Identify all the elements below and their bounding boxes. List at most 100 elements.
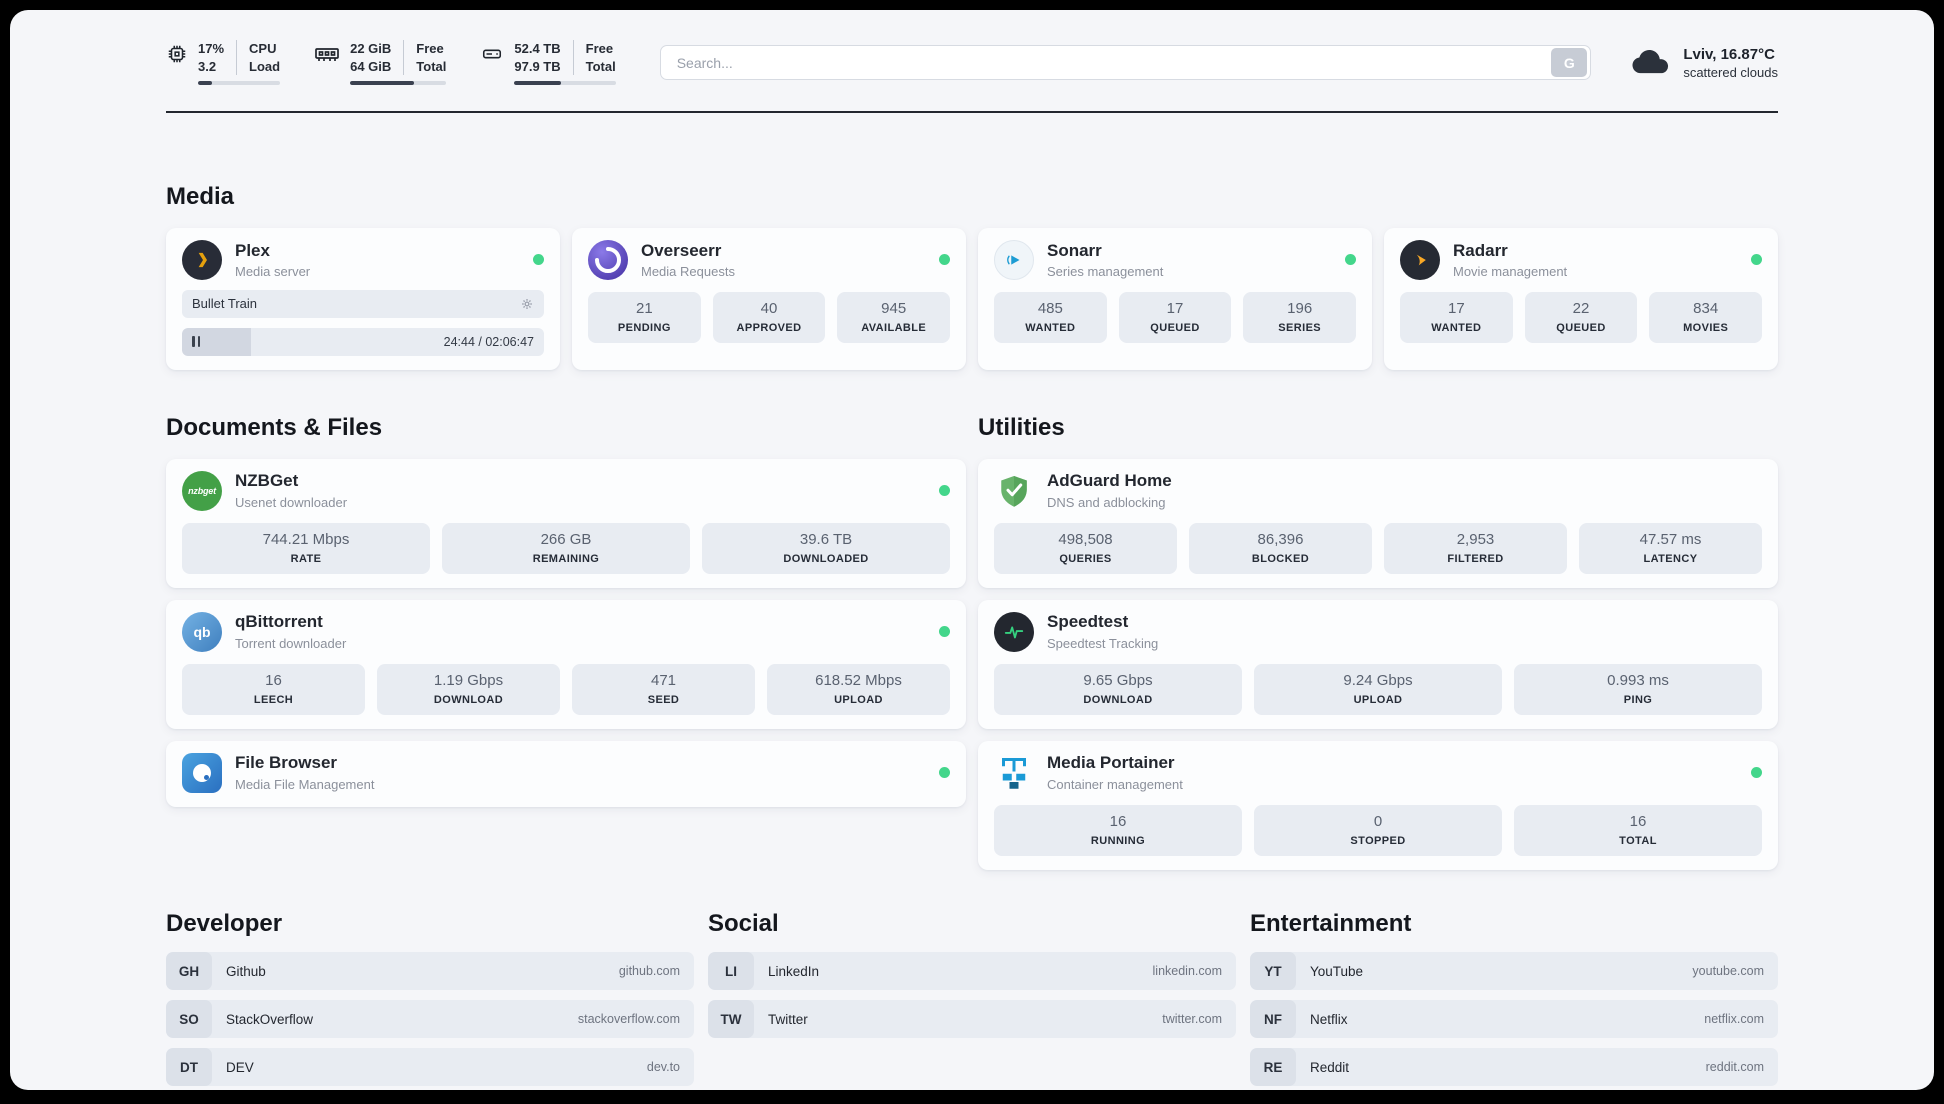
app-subtitle: DNS and adblocking [1047, 494, 1166, 510]
link-name: Twitter [768, 1011, 808, 1027]
stat-rate: 744.21 Mbps RATE [182, 522, 430, 574]
link-github[interactable]: GH Github github.com [166, 952, 694, 991]
plex-icon [182, 239, 222, 280]
weather-condition: scattered clouds [1683, 64, 1778, 80]
app-card-overseerr[interactable]: Overseerr Media Requests 21 PENDING 40 APP… [572, 227, 966, 370]
app-subtitle: Media Requests [641, 264, 735, 280]
app-name: Overseerr [641, 240, 722, 260]
status-dot [939, 767, 950, 779]
link-url: linkedin.com [1152, 964, 1222, 979]
stat-stopped: 0 STOPPED [1254, 804, 1502, 856]
documents-column: Documents & Files nzbget NZBGet Usenet d… [166, 370, 966, 807]
app-subtitle: Torrent downloader [235, 635, 347, 651]
sonarr-icon [994, 239, 1034, 280]
dev-icon: DT [166, 1048, 212, 1087]
stat-pending: 21 PENDING [588, 291, 701, 343]
app-card-radarr[interactable]: Radarr Movie management 17 WANTED 22 QUEUE… [1384, 227, 1778, 370]
stat-latency: 47.57 ms LATENCY [1579, 522, 1762, 574]
resource-monitors: 17% 3.2 CPU Load [166, 40, 616, 86]
stat-downloaded: 39.6 TB DOWNLOADED [702, 522, 950, 574]
app-name: Speedtest [1047, 612, 1129, 632]
link-youtube[interactable]: YT YouTube youtube.com [1250, 952, 1778, 991]
stat-download: 9.65 Gbps DOWNLOAD [994, 663, 1242, 715]
app-subtitle: Speedtest Tracking [1047, 635, 1159, 651]
status-dot [939, 485, 950, 497]
cpu-icon [166, 43, 188, 65]
app-name: Radarr [1453, 240, 1508, 260]
utilities-column: Utilities AdGuard Home D [978, 370, 1778, 870]
radarr-icon [1400, 239, 1440, 280]
stat-running: 16 RUNNING [994, 804, 1242, 856]
ram-monitor: 22 GiB 64 GiB Free Total [314, 40, 447, 86]
disk-label: Free [585, 41, 614, 56]
search-engine-button[interactable]: G [1551, 48, 1588, 78]
link-url: twitter.com [1162, 1012, 1222, 1027]
overseerr-icon [588, 239, 628, 280]
link-twitter[interactable]: TW Twitter twitter.com [708, 1000, 1236, 1039]
app-card-adguard[interactable]: AdGuard Home DNS and adblocking 498,508 Q… [978, 458, 1778, 588]
cpu-load-value: 3.2 [198, 58, 217, 74]
stat-approved: 40 APPROVED [712, 291, 826, 343]
pause-icon[interactable] [192, 336, 200, 348]
stat-blocked: 86,396 BLOCKED [1189, 522, 1372, 574]
dashboard-panel: 17% 3.2 CPU Load [10, 10, 1934, 1090]
developer-column: Developer GH Github github.com SO StackO… [166, 910, 694, 1090]
app-card-portainer[interactable]: Media Portainer Container management 16 R… [978, 740, 1778, 870]
link-name: LinkedIn [768, 963, 820, 979]
search-input[interactable] [674, 53, 1552, 72]
stat-filtered: 2,953 FILTERED [1384, 522, 1567, 574]
link-url: dev.to [646, 1060, 680, 1075]
link-name: Github [226, 963, 266, 979]
section-title-media: Media [166, 183, 235, 211]
speedtest-icon [994, 611, 1034, 652]
disk-icon [480, 43, 504, 65]
link-name: Netflix [1310, 1011, 1348, 1027]
link-name: StackOverflow [226, 1011, 314, 1027]
app-subtitle: Container management [1047, 776, 1183, 792]
stat-leech: 16 LEECH [182, 663, 365, 715]
app-card-plex[interactable]: Plex Media server Bullet Train 24:44 / 0… [166, 227, 560, 370]
app-subtitle: Usenet downloader [235, 494, 348, 510]
app-card-sonarr[interactable]: Sonarr Series management 485 WANTED 17 QUE… [978, 227, 1372, 370]
netflix-icon: NF [1250, 1000, 1296, 1039]
status-dot [1345, 254, 1356, 266]
ram-total-value: 64 GiB [350, 58, 392, 74]
qbittorrent-icon: qb [182, 611, 222, 652]
app-name: File Browser [235, 753, 338, 773]
stat-wanted: 17 WANTED [1400, 291, 1513, 343]
section-title-utilities: Utilities [978, 413, 1065, 441]
stat-total: 16 TOTAL [1514, 804, 1762, 856]
app-subtitle: Media File Management [235, 776, 375, 792]
link-netflix[interactable]: NF Netflix netflix.com [1250, 1000, 1778, 1039]
link-reddit[interactable]: RE Reddit reddit.com [1250, 1048, 1778, 1087]
now-playing-title: Bullet Train [192, 296, 258, 312]
app-card-speedtest[interactable]: Speedtest Speedtest Tracking 9.65 Gbps DO… [978, 599, 1778, 729]
link-dev[interactable]: DT DEV dev.to [166, 1048, 694, 1087]
cpu-label-2: Load [249, 58, 281, 74]
gear-icon[interactable] [520, 297, 534, 311]
link-url: youtube.com [1692, 964, 1764, 979]
filebrowser-icon [182, 752, 222, 793]
stackoverflow-icon: SO [166, 1000, 212, 1039]
weather-location: Lviv, 16.87°C [1683, 45, 1775, 63]
app-subtitle: Media server [235, 264, 311, 280]
section-title-documents: Documents & Files [166, 413, 383, 441]
link-url: reddit.com [1705, 1060, 1764, 1075]
status-dot [939, 626, 950, 638]
ram-icon [314, 43, 340, 65]
twitter-icon: TW [708, 1000, 754, 1039]
disk-progress-bar [514, 81, 616, 86]
app-card-nzbget[interactable]: nzbget NZBGet Usenet downloader 744.21 M… [166, 458, 966, 588]
link-stackoverflow[interactable]: SO StackOverflow stackoverflow.com [166, 1000, 694, 1039]
plex-progress-row: 24:44 / 02:06:47 [182, 327, 544, 356]
cpu-usage-value: 17% [198, 41, 225, 56]
stat-queued: 22 QUEUED [1524, 291, 1638, 343]
stat-ping: 0.993 ms PING [1514, 663, 1762, 715]
app-card-filebrowser[interactable]: File Browser Media File Management [166, 740, 966, 807]
disk-label-2: Total [585, 58, 616, 74]
stat-remaining: 266 GB REMAINING [442, 522, 690, 574]
app-name: NZBGet [235, 471, 299, 491]
app-card-qbittorrent[interactable]: qb qBittorrent Torrent downloader 16 LEEC… [166, 599, 966, 729]
stat-upload: 9.24 Gbps UPLOAD [1254, 663, 1502, 715]
link-linkedin[interactable]: LI LinkedIn linkedin.com [708, 952, 1236, 991]
